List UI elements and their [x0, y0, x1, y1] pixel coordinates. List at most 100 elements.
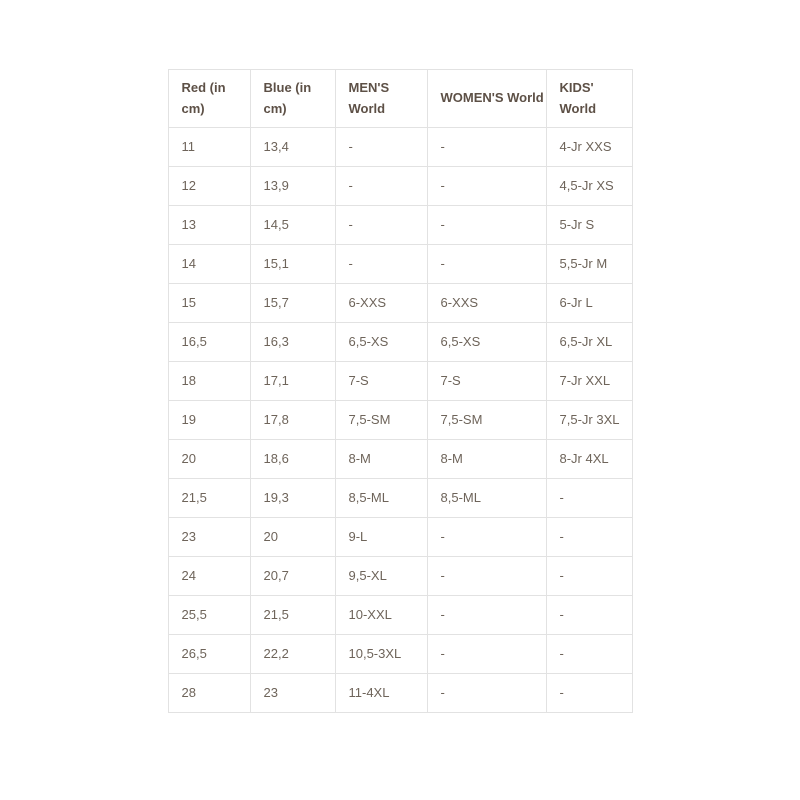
table-cell: -: [334, 205, 428, 245]
table-cell: 6,5-XS: [334, 322, 428, 362]
table-cell: 20,7: [249, 556, 336, 596]
column-header-kids-world: KIDS' World: [545, 69, 633, 128]
table-cell: 17,1: [249, 361, 336, 401]
table-cell: -: [545, 634, 633, 674]
table-cell: 4-Jr XXS: [545, 127, 633, 167]
column-header-red-cm: Red (in cm): [167, 69, 251, 128]
table-cell: 6,5-XS: [426, 322, 547, 362]
table-cell: 19,3: [249, 478, 336, 518]
table-row: 12 13,9- -4,5-Jr XS: [167, 166, 633, 206]
table-cell: 13,9: [249, 166, 336, 206]
table-row: 21,5 19,3 8,5-ML 8,5-ML -: [167, 478, 633, 518]
table-cell: 13,4: [249, 127, 336, 167]
table-cell: 20: [249, 517, 336, 557]
table-cell: 14: [167, 244, 251, 284]
column-header-blue-cm: Blue (in cm): [249, 69, 336, 128]
table-cell: 13: [167, 205, 251, 245]
table-cell: 7,5-SM: [426, 400, 547, 440]
table-cell: 21,5: [249, 595, 336, 635]
table-cell: -: [545, 595, 633, 635]
size-chart-table: Red (in cm) Blue (in cm) MEN'S World WOM…: [167, 69, 633, 713]
table-cell: -: [334, 166, 428, 206]
column-header-mens-world: MEN'S World: [334, 69, 428, 128]
table-cell: 18: [167, 361, 251, 401]
table-cell: -: [426, 205, 547, 245]
table-cell: -: [426, 244, 547, 284]
table-row: 23 20 9-L - -: [167, 517, 633, 557]
table-cell: 9,5-XL: [334, 556, 428, 596]
table-cell: 7,5-SM: [334, 400, 428, 440]
table-cell: -: [426, 127, 547, 167]
table-cell: 6-XXS: [334, 283, 428, 323]
table-cell: 26,5: [167, 634, 251, 674]
table-row: 18 17,1 7-S 7-S 7-Jr XXL: [167, 361, 633, 401]
table-cell: 28: [167, 673, 251, 713]
table-row: 13 14,5- -5-Jr S: [167, 205, 633, 245]
table-cell: 11: [167, 127, 251, 167]
table-cell: -: [426, 634, 547, 674]
table-cell: 11-4XL: [334, 673, 428, 713]
table-cell: 14,5: [249, 205, 336, 245]
table-cell: 9-L: [334, 517, 428, 557]
table-cell: 18,6: [249, 439, 336, 479]
column-header-womens-world: WOMEN'S World: [426, 69, 547, 128]
table-header: Red (in cm) Blue (in cm) MEN'S World WOM…: [167, 69, 633, 128]
table-cell: -: [545, 517, 633, 557]
table-row: 14 15,1- -5,5-Jr M: [167, 244, 633, 284]
table-cell: -: [545, 478, 633, 518]
table-cell: 5-Jr S: [545, 205, 633, 245]
table-cell: 19: [167, 400, 251, 440]
table-row: 16,5 16,3 6,5-XS 6,5-XS 6,5-Jr XL: [167, 322, 633, 362]
table-row: 28 23 11-4XL - -: [167, 673, 633, 713]
table-cell: -: [426, 673, 547, 713]
table-cell: 21,5: [167, 478, 251, 518]
table-cell: 5,5-Jr M: [545, 244, 633, 284]
table-cell: -: [426, 517, 547, 557]
table-cell: 6-Jr L: [545, 283, 633, 323]
table-cell: 15,1: [249, 244, 336, 284]
table-cell: 8-Jr 4XL: [545, 439, 633, 479]
table-cell: 16,5: [167, 322, 251, 362]
table-cell: 7,5-Jr 3XL: [545, 400, 633, 440]
table-cell: 16,3: [249, 322, 336, 362]
table-cell: 12: [167, 166, 251, 206]
table-cell: 10-XXL: [334, 595, 428, 635]
table-cell: 15,7: [249, 283, 336, 323]
table-row: 26,5 22,2 10,5-3XL - -: [167, 634, 633, 674]
table-cell: 15: [167, 283, 251, 323]
table-cell: -: [334, 127, 428, 167]
table-cell: 17,8: [249, 400, 336, 440]
table-cell: -: [426, 595, 547, 635]
table-cell: 20: [167, 439, 251, 479]
table-row: 19 17,8 7,5-SM 7,5-SM 7,5-Jr 3XL: [167, 400, 633, 440]
table-cell: 10,5-3XL: [334, 634, 428, 674]
table-cell: 8-M: [426, 439, 547, 479]
table-cell: -: [426, 556, 547, 596]
table-cell: -: [545, 673, 633, 713]
table-cell: 23: [167, 517, 251, 557]
table-cell: 23: [249, 673, 336, 713]
table-cell: 4,5-Jr XS: [545, 166, 633, 206]
table-body: 11 13,4- -4-Jr XXS 12 13,9- -4,5-Jr XS 13 14,5-…: [167, 127, 633, 713]
table-cell: 22,2: [249, 634, 336, 674]
table-cell: 8,5-ML: [334, 478, 428, 518]
table-row: 20 18,6 8-M 8-M 8-Jr 4XL: [167, 439, 633, 479]
table-cell: 7-S: [334, 361, 428, 401]
table-cell: -: [545, 556, 633, 596]
table-cell: 8,5-ML: [426, 478, 547, 518]
table-cell: 8-M: [334, 439, 428, 479]
table-cell: -: [426, 166, 547, 206]
table-cell: 6-XXS: [426, 283, 547, 323]
table-cell: 6,5-Jr XL: [545, 322, 633, 362]
table-cell: 25,5: [167, 595, 251, 635]
header-row: Red (in cm) Blue (in cm) MEN'S World WOM…: [167, 69, 633, 128]
table-row: 11 13,4- -4-Jr XXS: [167, 127, 633, 167]
table-cell: 24: [167, 556, 251, 596]
table-row: 25,5 21,5 10-XXL - -: [167, 595, 633, 635]
table-cell: -: [334, 244, 428, 284]
table-cell: 7-Jr XXL: [545, 361, 633, 401]
table-row: 24 20,7 9,5-XL - -: [167, 556, 633, 596]
table-row: 15 15,7 6-XXS 6-XXS 6-Jr L: [167, 283, 633, 323]
table-cell: 7-S: [426, 361, 547, 401]
